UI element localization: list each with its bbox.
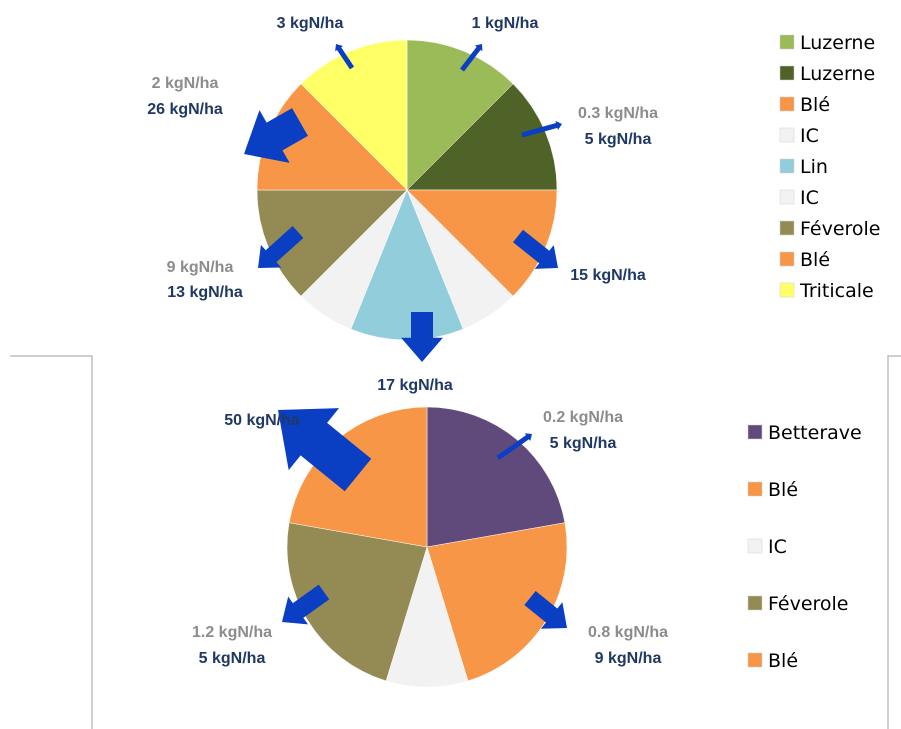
loss-arrow	[401, 312, 443, 362]
legend-swatch	[779, 158, 795, 174]
legend-label: Blé	[800, 94, 830, 116]
legend-label: Luzerne	[800, 32, 875, 54]
legend-swatch	[779, 189, 795, 205]
loss-label: 0.2 kgN/ha	[543, 409, 623, 426]
legend-swatch	[779, 65, 795, 81]
legend-swatch	[747, 481, 763, 497]
legend-swatch	[779, 282, 795, 298]
legend-label: Blé	[800, 249, 830, 271]
legend-swatch	[747, 424, 763, 440]
loss-arrow	[258, 226, 304, 268]
legend-label: Lin	[800, 156, 828, 178]
legend-swatch	[747, 595, 763, 611]
legend-label: Blé	[768, 479, 798, 501]
loss-label: 50 kgN/ha	[224, 412, 300, 429]
frame-left	[10, 355, 93, 729]
loss-label: 0.3 kgN/ha	[578, 105, 658, 122]
wheel-slice	[426, 406, 566, 548]
loss-label: 5 kgN/ha	[550, 435, 617, 452]
loss-label: 1.2 kgN/ha	[192, 624, 272, 641]
wheel-slice	[406, 39, 514, 191]
legend-label: IC	[768, 536, 787, 558]
loss-label: 26 kgN/ha	[147, 101, 223, 118]
loss-arrow	[521, 120, 562, 138]
loss-label: 17 kgN/ha	[377, 377, 453, 394]
legend-swatch	[779, 251, 795, 267]
loss-arrow	[277, 408, 372, 492]
frame-right	[887, 355, 901, 729]
wheel-slice	[406, 189, 558, 297]
loss-label: 13 kgN/ha	[167, 284, 243, 301]
loss-label: 5 kgN/ha	[585, 131, 652, 148]
loss-label: 9 kgN/ha	[595, 650, 662, 667]
loss-arrow	[496, 433, 533, 461]
legend-label: Betterave	[768, 422, 862, 444]
loss-label: 9 kgN/ha	[167, 259, 234, 276]
loss-label: 5 kgN/ha	[199, 650, 266, 667]
loss-label: 15 kgN/ha	[570, 267, 646, 284]
wheel-slice	[406, 83, 558, 191]
legend-label: IC	[800, 125, 819, 147]
wheel-slice	[300, 39, 408, 191]
wheel-slice	[256, 189, 408, 297]
loss-label: 0.8 kgN/ha	[588, 624, 668, 641]
legend-label: Luzerne	[800, 63, 875, 85]
loss-label: 3 kgN/ha	[277, 15, 344, 32]
loss-arrow	[244, 108, 308, 163]
legend-swatch	[779, 127, 795, 143]
legend-label: IC	[800, 187, 819, 209]
loss-arrow	[460, 43, 483, 72]
legend-label: Féverole	[768, 593, 849, 615]
wheel-slice	[385, 546, 469, 688]
legend-label: Féverole	[800, 218, 881, 240]
legend-swatch	[747, 538, 763, 554]
legend-swatch	[779, 220, 795, 236]
legend-label: Blé	[768, 650, 798, 672]
legend-swatch	[779, 96, 795, 112]
loss-label: 1 kgN/ha	[472, 15, 539, 32]
loss-arrow	[335, 44, 355, 70]
legend-swatch	[747, 652, 763, 668]
loss-arrow	[513, 229, 559, 269]
loss-arrow	[524, 591, 568, 629]
loss-arrow	[281, 584, 330, 625]
legend-swatch	[779, 34, 795, 50]
wheel-slice	[286, 522, 428, 682]
loss-label: 2 kgN/ha	[152, 75, 219, 92]
legend-label: Triticale	[799, 280, 874, 302]
